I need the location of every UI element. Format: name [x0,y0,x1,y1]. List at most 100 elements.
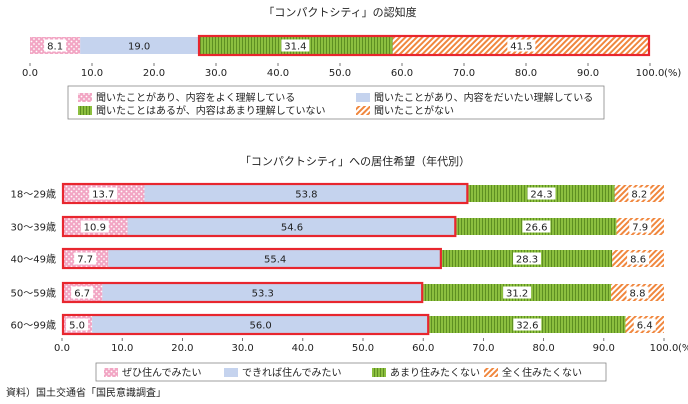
legend-label: 聞いたことがあり、内容をよく理解している [96,91,295,104]
bar-segment [144,185,469,202]
data-label: 10.9 [84,223,106,234]
data-label-bg [626,286,649,299]
chart-residence-wish: 「コンパクトシティ」への居住希望（年代別） 18～29歳 13.7 53.8 24.3… [11,154,688,382]
data-label: 53.8 [295,190,317,201]
data-label: 24.3 [530,190,552,201]
legend-label: 全く住みたくない [502,366,582,379]
tick-label: 30.0 [205,68,227,79]
tick-label: 100.0 [636,68,665,79]
chart-awareness: 「コンパクトシティ」の認知度 8.1 19.0 31.4 41.5 0.0 10.0 20… [22,5,681,120]
legend-swatch [356,106,370,115]
tick-label: 100.0 [650,343,679,354]
data-label-bg [627,252,650,265]
data-label-bg [71,286,94,299]
legend-label: ぜひ住んでみたい [122,366,202,379]
tick-label: 70.0 [472,343,494,354]
legend-label: 聞いたことはあるが、内容はあまり理解していない [96,104,326,117]
category-label: 18～29歳 [11,189,56,201]
tick-label: 10.0 [81,68,103,79]
highlight-outline [61,215,457,238]
tick-label: 10.0 [111,343,133,354]
axis-unit: (%) [664,68,681,79]
tick-label: 50.0 [352,343,374,354]
tick-label: 60.0 [391,68,413,79]
legend-swatch [78,93,92,102]
legend-label: あまり住みたくない [390,366,480,379]
data-label: 6.7 [74,289,90,300]
highlight-outline [61,182,469,205]
data-label-bg [522,220,551,233]
legend-swatch [484,368,498,377]
data-label-bg [628,187,651,200]
data-label: 32.6 [516,321,538,332]
bar-segment [127,218,457,235]
data-label: 56.0 [250,321,272,332]
tick-label: 40.0 [292,343,314,354]
data-label-bg [66,318,89,331]
data-label: 8.2 [631,190,647,201]
tick-label: 40.0 [267,68,289,79]
legend-swatch [372,368,386,377]
data-label-bg [629,220,652,233]
category-label: 40～49歳 [11,254,56,266]
data-label: 7.9 [632,223,648,234]
tick-label: 90.0 [577,68,599,79]
tick-label: 0.0 [54,343,70,354]
tick-label: 80.0 [532,343,554,354]
axis-unit: (%) [678,343,688,354]
tick-label: 90.0 [593,343,615,354]
data-label: 8.1 [47,42,63,53]
data-label-bg [503,286,532,299]
tick-label: 80.0 [515,68,537,79]
legend-box [67,85,605,120]
data-label: 41.5 [510,42,532,53]
legend-swatch [104,368,118,377]
data-label: 26.6 [525,223,547,234]
data-label-bg [633,318,656,331]
tick-label: 30.0 [231,343,253,354]
bar-segment [80,37,199,54]
legend-box [95,362,607,382]
tick-label: 0.0 [22,68,38,79]
data-label-bg [74,252,97,265]
data-label: 5.0 [69,321,85,332]
chart-title: 「コンパクトシティ」の認知度 [263,5,416,19]
data-label: 53.3 [252,289,274,300]
tick-label: 70.0 [453,68,475,79]
data-label-bg [89,187,118,200]
tick-label: 50.0 [329,68,351,79]
data-label-bg [44,39,67,52]
legend-label: 聞いたことがない [374,104,454,117]
data-label: 8.8 [630,289,646,300]
chart-title: 「コンパクトシティ」への居住希望（年代別） [240,154,470,168]
category-label: 30～39歳 [11,222,56,234]
data-label-bg [507,39,536,52]
legend-label: 聞いたことがあり、内容をだいたい理解している [374,91,593,104]
source-note: 資料）国土交通省「国民意識調査」 [6,386,166,399]
legend-label: できれば住んでみたい [242,366,342,379]
highlight-outline [61,281,424,304]
category-label: 50～59歳 [11,288,56,300]
highlight-outline [61,247,442,270]
legend-swatch [224,368,238,377]
tick-label: 60.0 [412,343,434,354]
bar-segment [102,284,424,301]
data-label-bg [513,252,542,265]
data-label: 6.4 [637,321,653,332]
data-label: 19.0 [128,42,150,53]
data-label-bg [513,318,542,331]
data-label: 8.6 [630,255,646,266]
bar-segment [92,316,430,333]
data-label: 31.2 [506,289,528,300]
data-label: 13.7 [92,190,114,201]
legend-swatch [356,93,370,102]
data-label-bg [527,187,556,200]
highlight-outline [197,34,651,57]
data-label-bg [80,220,109,233]
data-label: 7.7 [77,255,93,266]
data-label: 31.4 [284,42,306,53]
category-label: 60～99歳 [11,320,56,332]
data-label: 55.4 [264,255,286,266]
legend-swatch [78,106,92,115]
